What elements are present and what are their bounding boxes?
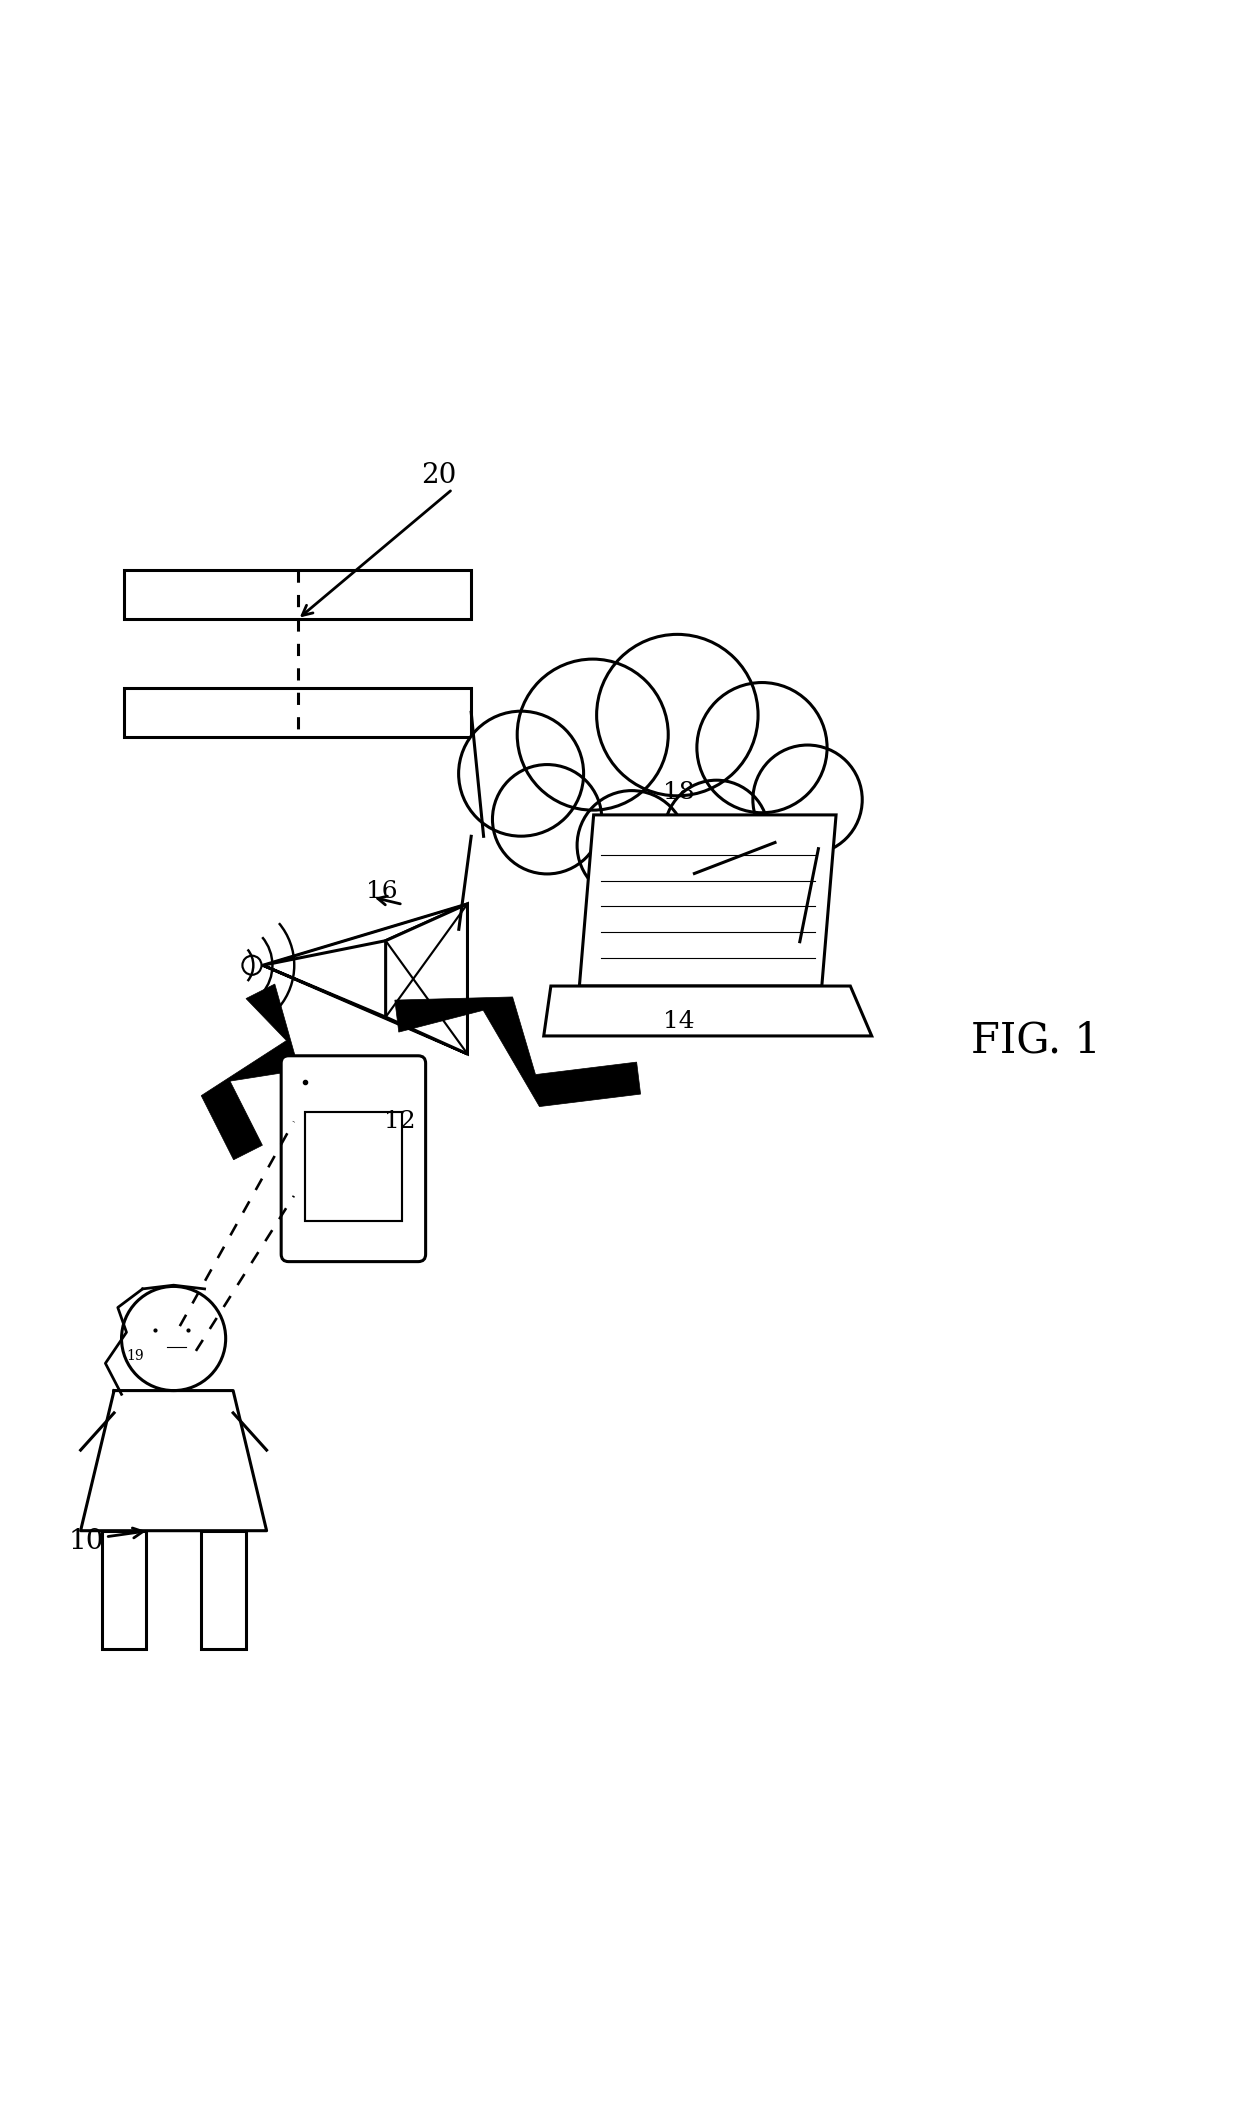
Bar: [124, 570, 471, 619]
Circle shape: [665, 780, 769, 884]
Text: FIG. 1: FIG. 1: [971, 1019, 1100, 1062]
Polygon shape: [201, 1530, 246, 1649]
Circle shape: [517, 659, 668, 809]
Text: 19: 19: [126, 1348, 144, 1363]
Text: 16: 16: [366, 879, 398, 903]
Text: 12: 12: [384, 1110, 417, 1134]
Text: 20: 20: [422, 462, 458, 489]
Circle shape: [753, 746, 862, 854]
Polygon shape: [263, 905, 467, 966]
Polygon shape: [201, 983, 299, 1159]
Polygon shape: [263, 966, 467, 1053]
Polygon shape: [102, 1530, 146, 1649]
Circle shape: [492, 765, 601, 873]
Circle shape: [577, 790, 687, 901]
Polygon shape: [394, 996, 641, 1106]
Text: 10: 10: [68, 1528, 104, 1555]
Text: 14: 14: [663, 1011, 696, 1034]
Circle shape: [596, 634, 758, 797]
Text: 18: 18: [663, 782, 696, 803]
Polygon shape: [543, 985, 872, 1036]
Bar: [124, 687, 471, 737]
FancyBboxPatch shape: [281, 1055, 425, 1261]
Circle shape: [459, 712, 584, 837]
Polygon shape: [579, 816, 836, 985]
Bar: [305, 1112, 402, 1221]
Circle shape: [697, 682, 827, 814]
Polygon shape: [386, 905, 467, 1053]
